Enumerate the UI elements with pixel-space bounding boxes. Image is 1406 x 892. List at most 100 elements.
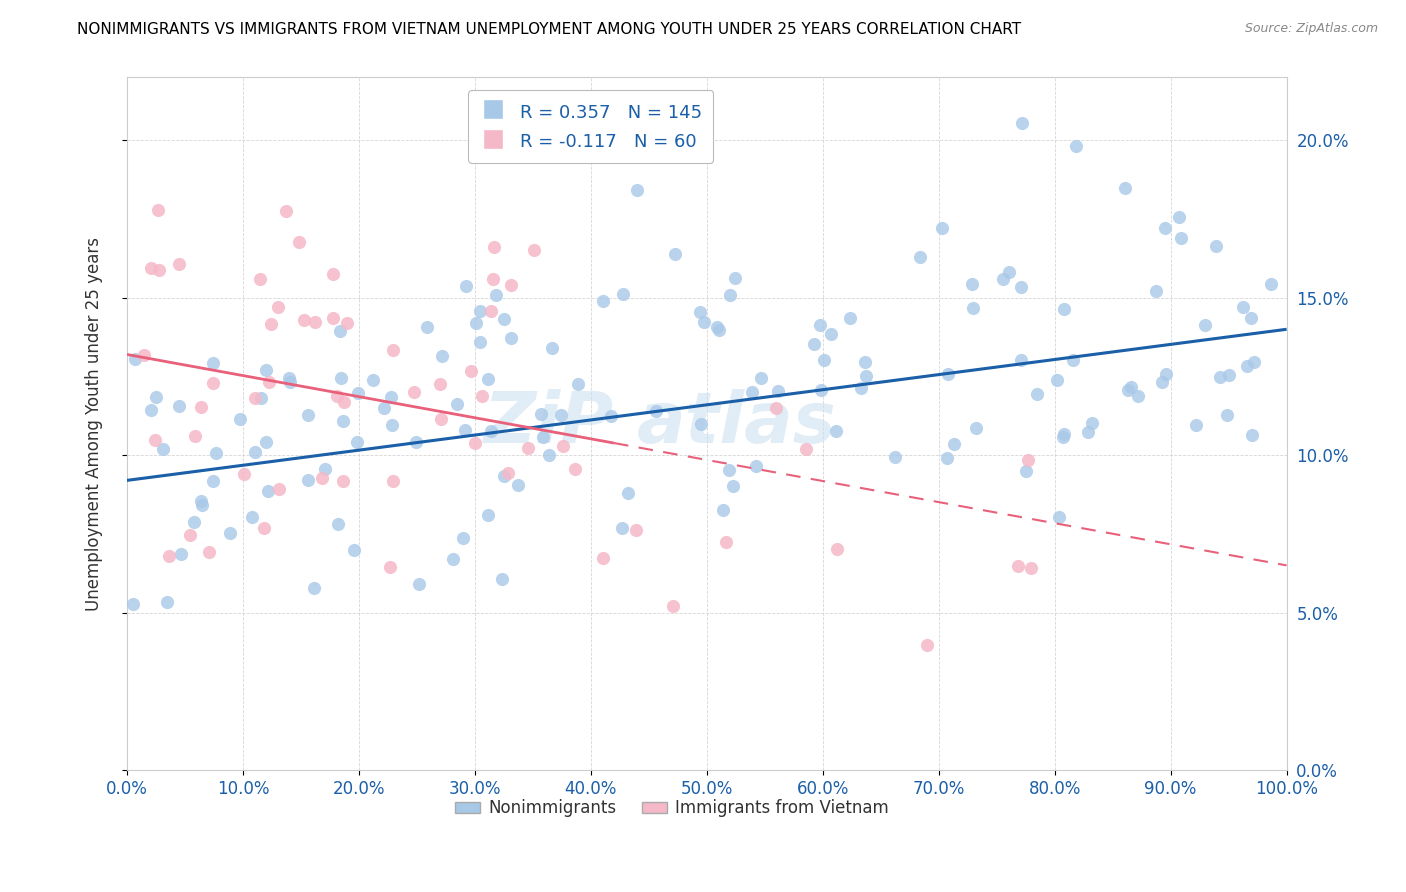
Point [717, 463, 740, 477]
Point [464, 316, 486, 330]
Point [1232, 300, 1254, 314]
Point [311, 471, 333, 485]
Point [380, 391, 402, 405]
Point [516, 441, 538, 455]
Point [240, 510, 263, 524]
Point [1064, 139, 1087, 153]
Point [333, 395, 356, 409]
Point [965, 421, 987, 435]
Text: ZiP: ZiP [484, 389, 614, 458]
Text: Source: ZipAtlas.com: Source: ZipAtlas.com [1244, 22, 1378, 36]
Point [540, 341, 562, 355]
Point [253, 521, 276, 535]
Point [274, 204, 297, 219]
Point [1047, 509, 1070, 524]
Point [332, 475, 354, 489]
Point [567, 377, 589, 392]
Point [1260, 277, 1282, 291]
Point [820, 326, 842, 341]
Point [373, 401, 395, 415]
Point [460, 364, 482, 378]
Point [499, 331, 522, 345]
Point [254, 363, 277, 377]
Point [1240, 428, 1263, 442]
Point [446, 397, 468, 411]
Point [689, 305, 711, 319]
Point [910, 250, 932, 264]
Point [523, 243, 546, 257]
Point [201, 475, 224, 489]
Point [1150, 375, 1173, 389]
Point [1205, 239, 1227, 253]
Point [612, 287, 634, 301]
Point [1053, 426, 1076, 441]
Point [441, 551, 464, 566]
Point [190, 400, 212, 414]
Point [322, 267, 344, 281]
Point [1126, 389, 1149, 403]
Point [382, 343, 405, 357]
Point [851, 381, 873, 395]
Point [146, 202, 169, 217]
Point [139, 261, 162, 276]
Point [931, 220, 953, 235]
Point [935, 451, 957, 466]
Text: NONIMMIGRANTS VS IMMIGRANTS FROM VIETNAM UNEMPLOYMENT AMONG YOUTH UNDER 25 YEARS: NONIMMIGRANTS VS IMMIGRANTS FROM VIETNAM… [77, 22, 1021, 37]
Point [329, 324, 352, 338]
Point [1116, 383, 1139, 397]
Point [479, 304, 502, 318]
Point [464, 435, 486, 450]
Point [794, 442, 817, 456]
Point [482, 240, 505, 254]
Point [612, 521, 634, 535]
Point [470, 335, 492, 350]
Point [1243, 354, 1265, 368]
Point [1240, 311, 1263, 326]
Point [936, 367, 959, 381]
Point [690, 417, 713, 431]
Point [243, 445, 266, 459]
Legend: Nonimmigrants, Immigrants from Vietnam: Nonimmigrants, Immigrants from Vietnam [449, 793, 896, 824]
Point [1153, 221, 1175, 235]
Point [592, 294, 614, 309]
Point [250, 391, 273, 405]
Point [190, 494, 212, 508]
Point [170, 547, 193, 561]
Point [491, 572, 513, 586]
Point [1021, 561, 1043, 575]
Point [202, 355, 225, 369]
Point [229, 412, 252, 426]
Point [592, 551, 614, 566]
Point [124, 352, 146, 367]
Point [494, 312, 516, 326]
Point [277, 371, 299, 385]
Point [468, 303, 491, 318]
Point [1017, 452, 1039, 467]
Point [332, 414, 354, 428]
Point [184, 429, 207, 443]
Point [600, 409, 623, 423]
Point [179, 528, 201, 542]
Point [1114, 181, 1136, 195]
Point [159, 549, 181, 563]
Point [408, 577, 430, 591]
Point [716, 535, 738, 549]
Point [361, 373, 384, 387]
Point [1081, 416, 1104, 430]
Point [499, 278, 522, 293]
Point [402, 385, 425, 400]
Point [492, 469, 515, 483]
Point [249, 272, 271, 286]
Point [508, 477, 530, 491]
Point [709, 323, 731, 337]
Point [259, 375, 281, 389]
Point [1077, 425, 1099, 439]
Point [477, 508, 499, 522]
Point [825, 542, 848, 557]
Point [429, 412, 451, 426]
Point [813, 352, 835, 367]
Point [485, 287, 508, 301]
Point [454, 278, 477, 293]
Y-axis label: Unemployment Among Youth under 25 years: Unemployment Among Youth under 25 years [86, 236, 103, 611]
Point [145, 390, 167, 404]
